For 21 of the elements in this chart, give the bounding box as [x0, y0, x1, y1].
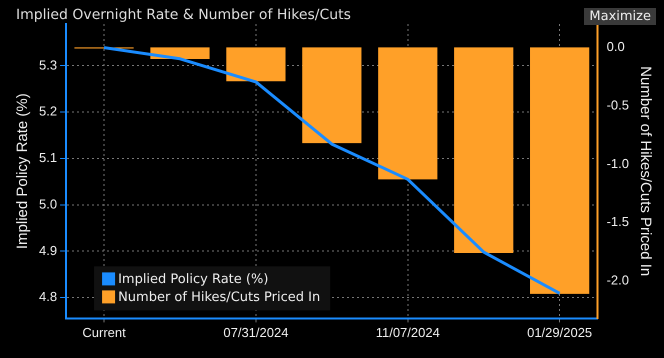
- y-tick-label: 4.9: [38, 242, 58, 258]
- x-tick-label: 07/31/2024: [223, 324, 288, 340]
- y-tick-label: 5.2: [38, 104, 58, 119]
- y-tick-label: 5.1: [38, 150, 58, 166]
- maximize-button: Maximize: [584, 8, 656, 25]
- x-tick-label: Current: [82, 324, 126, 340]
- y2-axis-title: Number of Hikes/Cuts Priced In: [636, 66, 654, 276]
- x-tick-label: 01/29/2025: [527, 324, 592, 340]
- chart-title: Implied Overnight Rate & Number of Hikes/Cuts: [16, 7, 351, 23]
- y-tick-label: 5.0: [38, 196, 58, 212]
- y2-tick-label: -2.0: [606, 272, 630, 288]
- y2-tick-label: -1.5: [606, 214, 630, 230]
- y2-tick-label: 0.0: [606, 38, 625, 54]
- x-tick-label: 11/07/2024: [376, 324, 440, 340]
- y-axis-title: Implied Policy Rate (%): [14, 93, 32, 250]
- y2-tick-label: -0.5: [606, 97, 630, 112]
- y-tick-label: 4.8: [38, 289, 58, 304]
- legend-label: Implied Policy Rate (%): [118, 272, 268, 287]
- y-tick-label: 5.3: [38, 57, 58, 72]
- legend-label: Number of Hikes/Cuts Priced In: [118, 290, 320, 305]
- y2-tick-label: -1.0: [606, 156, 630, 171]
